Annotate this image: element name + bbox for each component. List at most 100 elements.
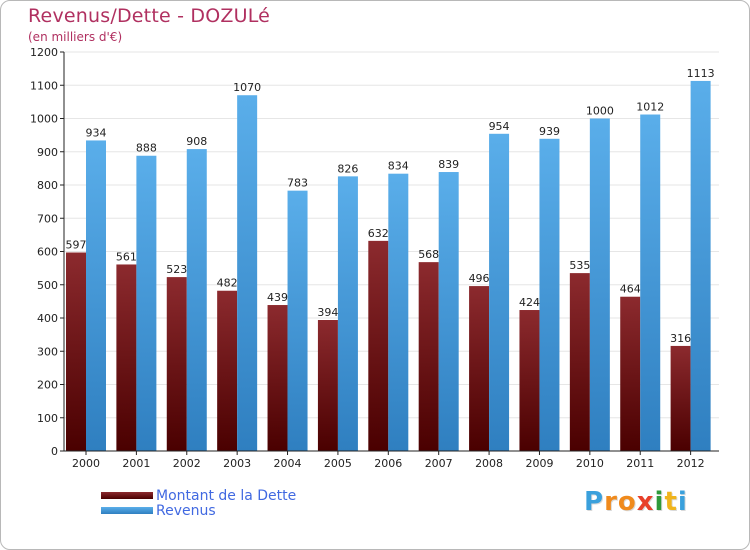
revenue-bar xyxy=(287,190,308,451)
revenue-bar xyxy=(640,114,661,451)
debt-bar xyxy=(620,296,641,451)
logo-letter: t xyxy=(664,487,678,517)
debt-bar xyxy=(519,310,540,451)
debt-bar xyxy=(368,240,389,451)
x-tick-label: 2008 xyxy=(475,457,503,470)
debt-bar xyxy=(670,345,691,451)
x-tick-label: 2011 xyxy=(626,457,654,470)
revenue-value-label: 1070 xyxy=(233,81,261,94)
debt-bar xyxy=(267,305,288,451)
revenue-bar xyxy=(438,172,459,451)
debt-value-label: 496 xyxy=(469,272,490,285)
x-tick-label: 2007 xyxy=(425,457,453,470)
chart-title: Revenus/Dette - DOZULé xyxy=(28,5,271,27)
y-tick-label: 0 xyxy=(51,445,58,458)
debt-value-label: 568 xyxy=(418,248,439,261)
revenue-value-label: 954 xyxy=(489,120,510,133)
x-tick-label: 2004 xyxy=(274,457,302,470)
revenue-bar xyxy=(539,138,560,451)
revenue-bar xyxy=(337,176,358,452)
x-tick-label: 2012 xyxy=(677,457,705,470)
proxiti-logo: Proxiti xyxy=(584,487,688,517)
revenue-bar xyxy=(388,173,409,451)
y-tick-label: 400 xyxy=(37,312,58,325)
revenue-bar xyxy=(237,95,258,451)
revenue-value-label: 834 xyxy=(388,160,409,173)
revenue-value-label: 939 xyxy=(539,125,560,138)
revenue-value-label: 934 xyxy=(86,126,107,139)
debt-value-label: 597 xyxy=(66,238,87,251)
logo-letter: i xyxy=(654,487,665,517)
axis-layer: 0 100 200 300 400 500 600 700 800 900 1000 1100 1200… xyxy=(30,46,719,470)
revenue-value-label: 1012 xyxy=(636,101,664,114)
x-tick-label: 2005 xyxy=(324,457,352,470)
logo-letter: o xyxy=(617,487,637,517)
revenue-bar xyxy=(136,155,157,452)
debt-bar xyxy=(317,319,338,451)
logo-letter: r xyxy=(604,487,618,517)
x-tick-label: 2009 xyxy=(525,457,553,470)
chart-legend: Montant de la Dette Revenus xyxy=(101,487,297,519)
y-tick-label: 1000 xyxy=(30,113,58,126)
revenue-value-label: 839 xyxy=(438,158,459,171)
legend-label-revenue: Revenus xyxy=(156,502,216,519)
revenue-bar xyxy=(690,80,711,452)
revenue-bar xyxy=(186,149,207,451)
debt-bar xyxy=(569,273,590,451)
logo-letter: x xyxy=(636,487,655,517)
x-tick-label: 2010 xyxy=(576,457,604,470)
debt-bar xyxy=(469,286,490,451)
y-tick-label: 300 xyxy=(37,345,58,358)
revenue-value-label: 783 xyxy=(287,177,308,190)
y-tick-label: 100 xyxy=(37,412,58,425)
revenue-value-label: 1113 xyxy=(687,67,715,80)
revenue-bar xyxy=(589,118,610,451)
x-tick-label: 2002 xyxy=(173,457,201,470)
x-tick-label: 2001 xyxy=(122,457,150,470)
debt-value-label: 632 xyxy=(368,227,389,240)
legend-item-debt: Montant de la Dette xyxy=(101,487,297,504)
revenue-value-label: 1000 xyxy=(586,105,614,118)
x-tick-label: 2003 xyxy=(223,457,251,470)
revenue-bar xyxy=(489,133,510,452)
x-tick-label: 2000 xyxy=(72,457,100,470)
debt-value-label: 394 xyxy=(317,306,338,319)
debt-bar xyxy=(166,277,187,451)
revenue-value-label: 888 xyxy=(136,142,157,155)
legend-item-revenue: Revenus xyxy=(101,502,296,519)
y-tick-label: 200 xyxy=(37,379,58,392)
chart-subtitle: (en milliers d'€) xyxy=(28,30,123,44)
label-layer: 597 934 561 888 523 908 482 1070 439 783 394 826 632… xyxy=(66,67,715,345)
debt-bar xyxy=(66,252,86,451)
debt-value-label: 561 xyxy=(116,250,137,263)
debt-value-label: 535 xyxy=(569,259,590,272)
legend-swatch-revenue xyxy=(101,507,153,514)
x-tick-label: 2006 xyxy=(374,457,402,470)
debt-value-label: 439 xyxy=(267,291,288,304)
logo-letter: i xyxy=(677,487,688,517)
debt-bar xyxy=(116,264,137,451)
revenue-value-label: 908 xyxy=(186,135,207,148)
y-tick-label: 800 xyxy=(37,179,58,192)
y-tick-label: 600 xyxy=(37,246,58,259)
logo-letter: P xyxy=(584,487,605,517)
debt-value-label: 523 xyxy=(166,263,187,276)
debt-value-label: 316 xyxy=(670,332,691,345)
legend-label-debt: Montant de la Dette xyxy=(156,487,297,504)
debt-value-label: 464 xyxy=(620,283,641,296)
y-tick-label: 1200 xyxy=(30,46,58,59)
bar-layer xyxy=(66,80,711,452)
y-tick-label: 700 xyxy=(37,212,58,225)
y-tick-label: 1100 xyxy=(30,79,58,92)
debt-bar xyxy=(217,290,238,451)
legend-swatch-debt xyxy=(101,492,153,499)
revenue-bar xyxy=(86,140,106,451)
y-tick-label: 500 xyxy=(37,279,58,292)
revenue-value-label: 826 xyxy=(337,162,358,175)
debt-value-label: 424 xyxy=(519,296,540,309)
debt-value-label: 482 xyxy=(217,277,238,290)
y-tick-label: 900 xyxy=(37,146,58,159)
debt-bar xyxy=(418,262,439,451)
